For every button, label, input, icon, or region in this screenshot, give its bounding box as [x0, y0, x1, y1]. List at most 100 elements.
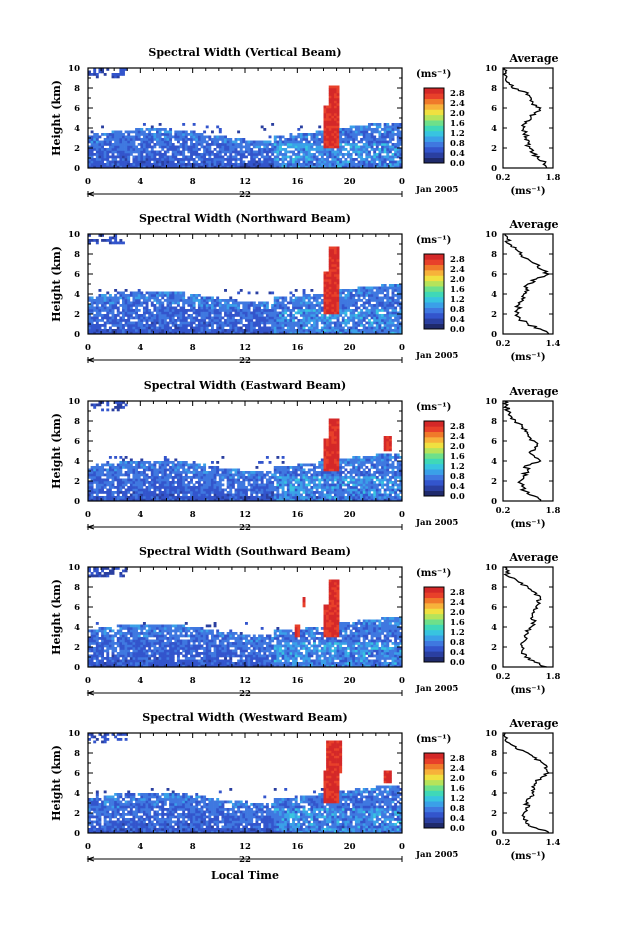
- heatmap-cell: [337, 267, 340, 270]
- heatmap-cell: [282, 312, 285, 315]
- heatmap-cell: [331, 113, 334, 116]
- heatmap-cell: [303, 491, 306, 494]
- heatmap-cell: [339, 161, 342, 164]
- heatmap-cell: [185, 461, 188, 464]
- heatmap-cell: [263, 143, 266, 146]
- heatmap-cell: [156, 309, 159, 312]
- heatmap-cell: [371, 133, 374, 136]
- heatmap-cell: [334, 116, 337, 119]
- heatmap-cell: [261, 153, 264, 156]
- heatmap-cell: [151, 327, 154, 330]
- heatmap-cell: [326, 156, 329, 159]
- heatmap-cell: [164, 294, 167, 297]
- heatmap-cell: [279, 314, 282, 317]
- heatmap-cell: [255, 304, 258, 307]
- heatmap-cell: [334, 249, 337, 252]
- heatmap-cell: [143, 474, 146, 477]
- heatmap-cell: [114, 242, 117, 245]
- y-tick-label: 2: [74, 310, 80, 320]
- heatmap-cell: [324, 474, 327, 477]
- heatmap-cell: [240, 148, 243, 151]
- heatmap-cell: [125, 309, 128, 312]
- heatmap-cell: [352, 327, 355, 330]
- heatmap-cell: [350, 314, 353, 317]
- heatmap-cell: [337, 153, 340, 156]
- heatmap-cell: [140, 128, 143, 131]
- heatmap-cell: [164, 292, 167, 295]
- heatmap-cell: [337, 103, 340, 106]
- heatmap-cell: [295, 297, 298, 300]
- heatmap-cell: [172, 153, 175, 156]
- heatmap-cell: [269, 148, 272, 151]
- heatmap-cell: [159, 484, 162, 487]
- heatmap-cell: [187, 146, 190, 149]
- heatmap-cell: [248, 317, 251, 320]
- heatmap-cell: [289, 317, 292, 320]
- heatmap-cell: [352, 146, 355, 149]
- heatmap-cell: [394, 148, 397, 151]
- heatmap-cell: [235, 151, 238, 154]
- heatmap-cell: [153, 484, 156, 487]
- heatmap-cell: [148, 294, 151, 297]
- heatmap-cell: [329, 269, 332, 272]
- heatmap-cell: [289, 479, 292, 482]
- heatmap-cell: [127, 307, 130, 310]
- heatmap-cell: [282, 474, 285, 477]
- heatmap-cell: [381, 136, 384, 139]
- heatmap-cell: [331, 156, 334, 159]
- heatmap-cell: [177, 161, 180, 164]
- heatmap-cell: [98, 289, 101, 292]
- heatmap-cell: [169, 329, 172, 332]
- heatmap-cell: [159, 471, 162, 474]
- heatmap-cell: [334, 307, 337, 310]
- heatmap-cell: [214, 496, 217, 499]
- heatmap-cell: [182, 304, 185, 307]
- heatmap-cell: [261, 494, 264, 497]
- heatmap-cell: [96, 239, 99, 242]
- heatmap-cell: [287, 143, 290, 146]
- heatmap-cell: [127, 302, 130, 305]
- heatmap-cell: [151, 479, 154, 482]
- heatmap-cell: [219, 128, 222, 131]
- heatmap-cell: [386, 126, 389, 129]
- heatmap-cell: [135, 136, 138, 139]
- heatmap-cell: [135, 461, 138, 464]
- heatmap-cell: [321, 469, 324, 472]
- heatmap-cell: [130, 304, 133, 307]
- heatmap-cell: [93, 314, 96, 317]
- heatmap-cell: [263, 307, 266, 310]
- heatmap-cell: [308, 309, 311, 312]
- heatmap-cell: [242, 153, 245, 156]
- heatmap-cell: [104, 322, 107, 325]
- heatmap-cell: [339, 297, 342, 300]
- heatmap-cell: [263, 141, 266, 144]
- heatmap-cell: [269, 476, 272, 479]
- heatmap-cell: [127, 461, 130, 464]
- heatmap-cell: [329, 272, 332, 275]
- heatmap-cell: [266, 163, 269, 166]
- heatmap-cell: [169, 469, 172, 472]
- heatmap-cell: [143, 156, 146, 159]
- heatmap-cell: [216, 489, 219, 492]
- heatmap-cell: [211, 312, 214, 315]
- heatmap-cell: [132, 148, 135, 151]
- heatmap-cell: [187, 309, 190, 312]
- heatmap-cell: [263, 324, 266, 327]
- heatmap-cell: [329, 257, 332, 260]
- heatmap-cell: [337, 121, 340, 124]
- heatmap-cell: [117, 312, 120, 315]
- heatmap-cell: [201, 146, 204, 149]
- heatmap-cell: [140, 486, 143, 489]
- heatmap-cell: [125, 324, 128, 327]
- heatmap-cell: [167, 491, 170, 494]
- heatmap-cell: [122, 136, 125, 139]
- heatmap-cell: [106, 404, 109, 407]
- heatmap-cell: [386, 289, 389, 292]
- heatmap-cell: [140, 322, 143, 325]
- heatmap-cell: [378, 163, 381, 166]
- heatmap-cell: [140, 302, 143, 305]
- heatmap-cell: [397, 319, 400, 322]
- heatmap-cell: [235, 307, 238, 310]
- heatmap-cell: [232, 314, 235, 317]
- heatmap-cell: [180, 136, 183, 139]
